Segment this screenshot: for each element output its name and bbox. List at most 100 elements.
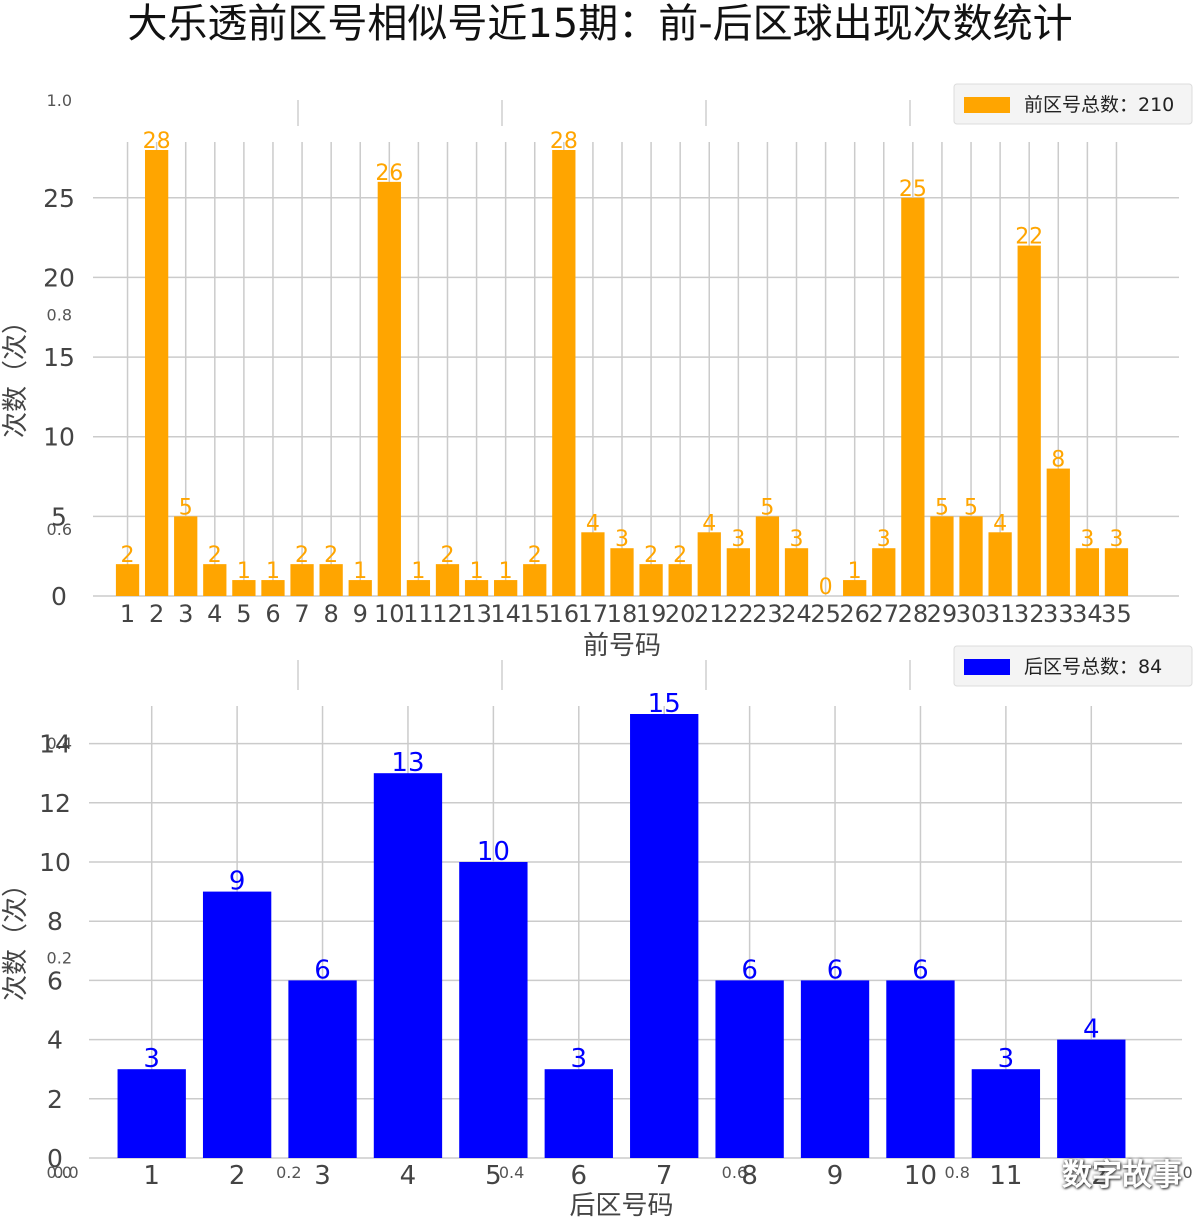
x-tick-label-10: 10 bbox=[374, 600, 405, 628]
bar-8 bbox=[715, 980, 784, 1158]
x-tick-label-27: 27 bbox=[868, 600, 899, 628]
x-tick-label-21: 21 bbox=[694, 600, 725, 628]
bar-27 bbox=[872, 548, 896, 596]
data-label-32: 22 bbox=[1015, 225, 1043, 250]
data-label-9: 6 bbox=[827, 955, 844, 985]
data-label-27: 3 bbox=[877, 527, 891, 552]
data-label-21: 4 bbox=[702, 511, 716, 536]
x-tick-label-33: 33 bbox=[1043, 600, 1074, 628]
bg-y-tick-label: 0.0 bbox=[47, 1163, 72, 1182]
y-tick-label: 25 bbox=[43, 184, 75, 213]
data-label-7: 2 bbox=[295, 543, 309, 568]
data-label-3: 5 bbox=[179, 495, 193, 520]
x-tick-label-7: 7 bbox=[656, 1161, 673, 1191]
data-label-9: 1 bbox=[353, 559, 367, 584]
bar-35 bbox=[1104, 548, 1129, 596]
x-tick-label-34: 34 bbox=[1072, 600, 1103, 628]
x-tick-label-35: 35 bbox=[1101, 600, 1132, 628]
bg-y-tick-label: 0.2 bbox=[47, 949, 72, 968]
x-tick-label-20: 20 bbox=[665, 600, 696, 628]
bar-22 bbox=[726, 548, 750, 596]
x-tick-label-5: 5 bbox=[485, 1161, 502, 1191]
x-tick-label-23: 23 bbox=[752, 600, 783, 628]
bar-9 bbox=[348, 580, 372, 596]
data-label-4: 2 bbox=[208, 543, 222, 568]
data-label-14: 1 bbox=[499, 559, 513, 584]
bar-24 bbox=[784, 548, 809, 596]
data-label-26: 1 bbox=[848, 559, 862, 584]
data-label-23: 5 bbox=[760, 495, 774, 520]
bar-7 bbox=[290, 564, 314, 596]
legend-box bbox=[953, 83, 1193, 125]
x-tick-label-3: 3 bbox=[314, 1161, 331, 1191]
x-tick-label-8: 8 bbox=[324, 600, 339, 628]
x-tick-label-26: 26 bbox=[839, 600, 870, 628]
bg-y-tick-label: 0.6 bbox=[47, 520, 72, 539]
data-label-1: 2 bbox=[121, 543, 135, 568]
x-tick-label-9: 9 bbox=[353, 600, 368, 628]
data-label-11: 1 bbox=[411, 559, 425, 584]
bar-23 bbox=[755, 516, 780, 596]
y-axis-label: 次数（次） bbox=[1, 871, 31, 1001]
bar-3 bbox=[174, 516, 198, 596]
data-label-2: 28 bbox=[143, 129, 171, 154]
legend-box bbox=[953, 645, 1193, 687]
bar-6 bbox=[544, 1069, 613, 1158]
x-tick-label-19: 19 bbox=[636, 600, 667, 628]
bar-10 bbox=[377, 181, 401, 596]
bar-12 bbox=[1057, 1039, 1126, 1158]
watermark: 数字故事 bbox=[1062, 1158, 1182, 1193]
data-label-7: 15 bbox=[648, 689, 681, 719]
bar-1 bbox=[117, 1069, 186, 1158]
x-tick-label-13: 13 bbox=[461, 600, 492, 628]
bar-2 bbox=[202, 891, 272, 1158]
bar-5 bbox=[232, 580, 256, 596]
bg-y-tick-label: 0.4 bbox=[47, 734, 72, 753]
y-tick-label: 14 bbox=[39, 730, 71, 759]
bar-3 bbox=[288, 980, 357, 1158]
x-tick-label-14: 14 bbox=[490, 600, 521, 628]
x-tick-label-11: 11 bbox=[403, 600, 434, 628]
figure-title: 大乐透前区号相似号近15期：前-后区球出现次数统计 bbox=[127, 1, 1073, 47]
data-label-28: 25 bbox=[899, 177, 927, 202]
front-zone-bar-chart: 0510152025212825324151627281926101112121… bbox=[1, 83, 1193, 661]
data-label-17: 4 bbox=[586, 511, 600, 536]
bg-x-tick-label: 1.0 bbox=[1167, 1163, 1192, 1182]
x-tick-label-16: 16 bbox=[549, 600, 580, 628]
x-tick-label-1: 1 bbox=[120, 600, 135, 628]
legend-swatch bbox=[964, 97, 1010, 113]
x-tick-label-30: 30 bbox=[956, 600, 987, 628]
y-tick-label: 0 bbox=[47, 1144, 63, 1173]
x-tick-label-24: 24 bbox=[781, 600, 812, 628]
back-zone-bar-chart: 0 2 4 6 8 10 12 14 3 1 9 2 6 3 13 4 10 5 3 6 15 7 6 8 6 9 6 10 3 11 4 1… bbox=[1, 645, 1193, 1221]
data-label-22: 3 bbox=[731, 527, 745, 552]
data-label-13: 1 bbox=[470, 559, 484, 584]
x-tick-label-5: 5 bbox=[236, 600, 251, 628]
x-tick-label-2: 2 bbox=[229, 1161, 246, 1191]
x-tick-label-10: 10 bbox=[904, 1161, 937, 1191]
bar-21 bbox=[697, 532, 721, 596]
data-label-8: 6 bbox=[741, 955, 758, 985]
bar-34 bbox=[1075, 548, 1100, 596]
bg-x-tick-label: 0.4 bbox=[499, 1163, 524, 1182]
y-tick-label: 10 bbox=[39, 848, 71, 877]
bar-7 bbox=[630, 714, 699, 1158]
data-label-19: 2 bbox=[644, 543, 658, 568]
x-tick-label-15: 15 bbox=[519, 600, 550, 628]
bar-30 bbox=[959, 516, 983, 596]
y-tick-label: 0 bbox=[51, 582, 67, 611]
bar-20 bbox=[668, 564, 692, 596]
bg-y-tick-label: 0.8 bbox=[47, 305, 72, 324]
bg-y-tick-label: 1.0 bbox=[47, 91, 72, 110]
bar-19 bbox=[639, 564, 663, 596]
x-tick-label-2: 2 bbox=[149, 600, 164, 628]
bar-11 bbox=[406, 580, 431, 596]
x-tick-label-32: 32 bbox=[1014, 600, 1045, 628]
x-tick-label-12: 12 bbox=[1075, 1161, 1108, 1191]
bg-x-tick-label: 0.2 bbox=[276, 1163, 301, 1182]
bar-32 bbox=[1017, 245, 1041, 597]
bar-18 bbox=[610, 548, 634, 596]
bar-15 bbox=[523, 564, 547, 596]
y-tick-label: 4 bbox=[47, 1026, 63, 1055]
